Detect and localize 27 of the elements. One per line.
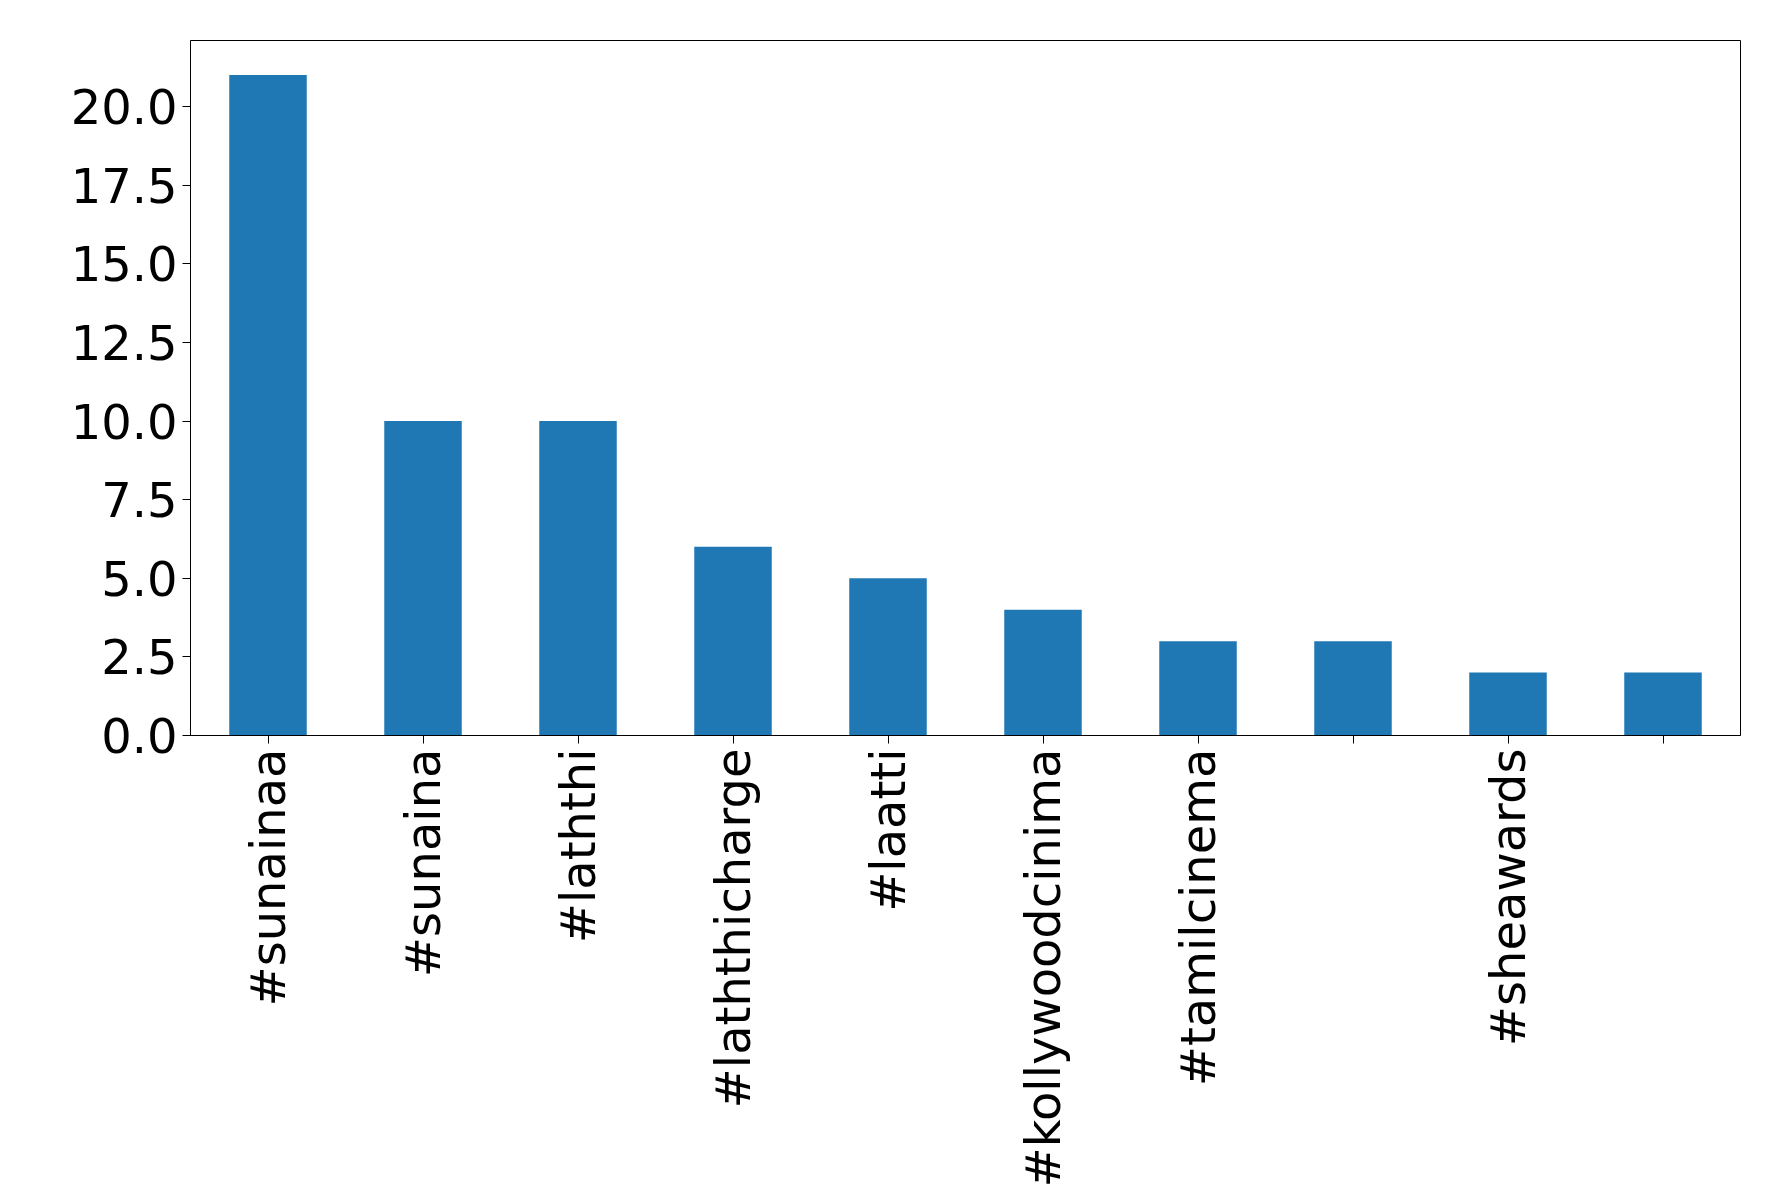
bar [694, 546, 772, 736]
x-tick-label: #laatti [860, 748, 916, 912]
bar [384, 421, 462, 736]
x-tick-label: #tamilcinema [1170, 748, 1226, 1087]
y-tick-label: 10.0 [70, 393, 178, 450]
x-tick-label: #sunainaa [240, 748, 296, 1007]
y-tick-label: 20.0 [70, 79, 178, 136]
y-tick-label: 2.5 [101, 629, 178, 686]
y-tick-label: 0.0 [101, 708, 178, 764]
x-tick-label: #laththi [550, 748, 606, 944]
bar [1004, 609, 1082, 736]
y-tick-label: 5.0 [101, 550, 178, 607]
x-tick-label: #kollywoodcinima [1015, 748, 1071, 1188]
y-tick-label: 15.0 [70, 236, 178, 293]
x-tick-label: #sheawards [1480, 748, 1536, 1047]
bar [539, 421, 617, 736]
x-tick-label: #sunaina [395, 748, 451, 978]
y-tick-label: 17.5 [70, 157, 178, 214]
bar [229, 75, 307, 736]
bar [1624, 672, 1702, 736]
x-tick-label: #laththicharge [705, 748, 761, 1109]
y-tick-label: 7.5 [101, 472, 178, 529]
bar [849, 578, 927, 736]
bar [1314, 641, 1392, 736]
bar [1469, 672, 1547, 736]
bar [1159, 641, 1237, 736]
y-tick-label: 12.5 [70, 314, 178, 371]
